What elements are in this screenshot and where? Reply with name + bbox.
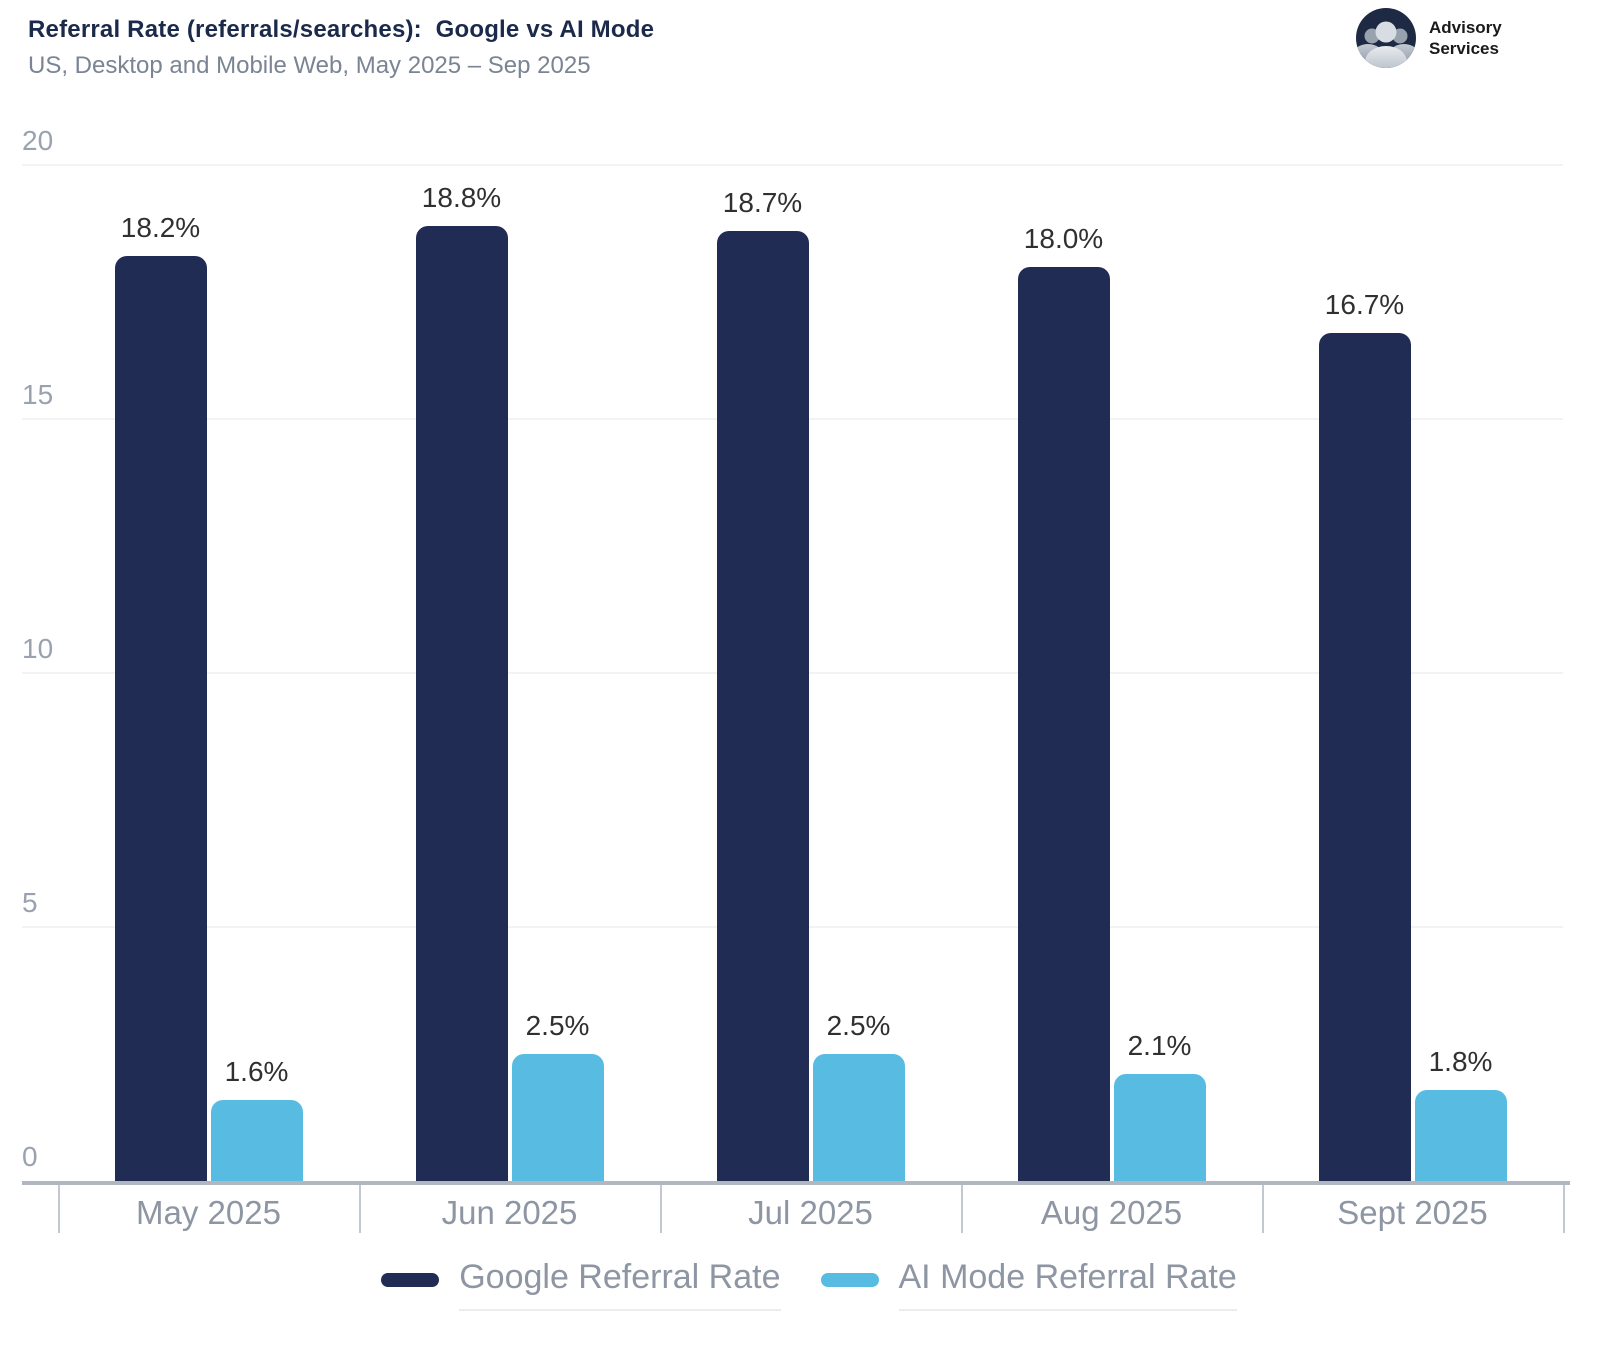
- bar-ai-mode-referral-rate-may-2025[interactable]: [210, 1100, 303, 1181]
- bar-value-label-ai-mode-referral-rate-jul-2025: 2.5%: [826, 1010, 891, 1041]
- advisory-services-logo: Advisory Services: [1355, 7, 1502, 69]
- legend-item-google-referral-rate[interactable]: Google Referral Rate: [381, 1258, 781, 1311]
- x-axis-tick: [58, 1185, 60, 1233]
- people-group-icon: [1355, 7, 1417, 69]
- bar-google-referral-rate-jun-2025[interactable]: [415, 226, 508, 1181]
- x-axis-tick: [1262, 1185, 1264, 1233]
- bar-value-label-google-referral-rate-aug-2025: 18.0%: [1023, 223, 1104, 254]
- bar-ai-mode-referral-rate-aug-2025[interactable]: [1113, 1074, 1206, 1181]
- x-axis-label-jun-2025: Jun 2025: [441, 1194, 578, 1231]
- bar-google-referral-rate-aug-2025[interactable]: [1017, 267, 1110, 1181]
- x-axis-tick: [961, 1185, 963, 1233]
- x-axis-label-may-2025: May 2025: [136, 1194, 281, 1231]
- bar-value-label-google-referral-rate-jun-2025: 18.8%: [421, 182, 502, 213]
- bar-google-referral-rate-may-2025[interactable]: [114, 256, 207, 1181]
- x-axis-label-aug-2025: Aug 2025: [1040, 1194, 1183, 1231]
- legend-swatch-icon: [381, 1272, 440, 1287]
- x-axis-tick: [1563, 1185, 1565, 1233]
- legend-swatch-icon: [820, 1272, 879, 1287]
- y-axis-label-20: 20: [22, 125, 54, 156]
- bar-ai-mode-referral-rate-jul-2025[interactable]: [812, 1054, 905, 1181]
- bar-google-referral-rate-jul-2025[interactable]: [716, 231, 809, 1181]
- x-axis-label-jul-2025: Jul 2025: [748, 1194, 873, 1231]
- bar-value-label-ai-mode-referral-rate-aug-2025: 2.1%: [1127, 1030, 1192, 1061]
- x-axis-label-sept-2025: Sept 2025: [1337, 1194, 1488, 1231]
- bar-value-label-google-referral-rate-jul-2025: 18.7%: [722, 187, 803, 218]
- bar-value-label-google-referral-rate-may-2025: 18.2%: [120, 212, 201, 243]
- legend-label: AI Mode Referral Rate: [898, 1258, 1237, 1311]
- gridline-y-20: [22, 164, 1563, 166]
- y-axis-label-10: 10: [22, 633, 54, 664]
- y-axis-label-15: 15: [22, 379, 54, 410]
- bar-value-label-ai-mode-referral-rate-may-2025: 1.6%: [224, 1056, 289, 1087]
- bar-value-label-ai-mode-referral-rate-jun-2025: 2.5%: [525, 1010, 590, 1041]
- legend-label: Google Referral Rate: [459, 1258, 781, 1311]
- page-title: Referral Rate (referrals/searches): Goog…: [28, 16, 655, 43]
- y-axis-label-0: 0: [22, 1141, 38, 1172]
- logo-text: Advisory Services: [1429, 18, 1502, 58]
- bar-value-label-google-referral-rate-sept-2025: 16.7%: [1324, 289, 1405, 320]
- chart-legend: Google Referral Rate AI Mode Referral Rat…: [0, 1258, 1618, 1311]
- bar-ai-mode-referral-rate-jun-2025[interactable]: [511, 1054, 604, 1181]
- page-subtitle: US, Desktop and Mobile Web, May 2025 – S…: [28, 52, 591, 79]
- x-axis-tick: [660, 1185, 662, 1233]
- x-axis-line: [22, 1181, 1570, 1185]
- legend-item-ai-mode-referral-rate[interactable]: AI Mode Referral Rate: [820, 1258, 1237, 1311]
- y-axis-label-5: 5: [22, 887, 38, 918]
- bar-google-referral-rate-sept-2025[interactable]: [1318, 333, 1411, 1181]
- bar-ai-mode-referral-rate-sept-2025[interactable]: [1414, 1090, 1507, 1181]
- bar-value-label-ai-mode-referral-rate-sept-2025: 1.8%: [1428, 1046, 1493, 1077]
- x-axis-tick: [359, 1185, 361, 1233]
